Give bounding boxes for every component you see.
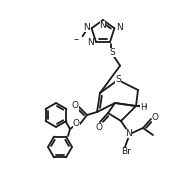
Polygon shape	[136, 104, 146, 108]
Text: N: N	[126, 129, 132, 138]
Text: O: O	[72, 102, 78, 110]
Text: S: S	[109, 48, 115, 57]
Text: N: N	[88, 38, 94, 47]
Text: S: S	[115, 75, 121, 85]
Text: O: O	[95, 123, 103, 132]
Text: N: N	[100, 20, 106, 30]
Text: Br: Br	[121, 148, 131, 157]
Text: O: O	[73, 119, 79, 129]
Text: N: N	[83, 23, 90, 32]
Text: H: H	[140, 102, 146, 111]
Text: –: –	[74, 34, 79, 44]
Text: N: N	[116, 23, 123, 32]
Text: O: O	[152, 113, 159, 123]
